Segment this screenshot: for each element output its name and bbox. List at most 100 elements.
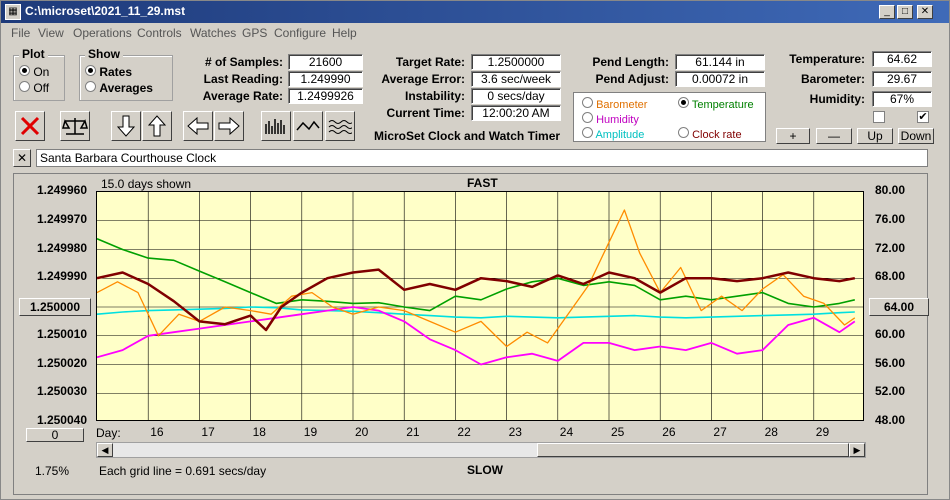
series-temperature-label: Temperature [691,99,754,111]
radio-indicator [678,97,689,108]
left-zero-button[interactable]: 0 [26,428,84,442]
minus-button[interactable]: — [816,128,852,144]
humidity-field: 67% [872,91,932,107]
up-button[interactable]: Up [857,128,893,144]
y-left-tick-label: 1.249960 [36,183,87,197]
stop-icon [20,116,40,136]
y-left-tick-label: 1.250010 [36,326,87,341]
chart-scrollbar[interactable]: ◀ ▶ [96,442,866,458]
clock-name-field[interactable]: Santa Barbara Courthouse Clock [36,149,928,167]
arrow-left-icon [187,117,209,135]
radio-indicator [678,127,689,138]
menu-view[interactable]: View [38,26,64,40]
samples-field: 21600 [288,54,363,70]
plot-on-radio[interactable]: On [19,65,49,79]
menu-configure[interactable]: Configure [274,26,327,40]
show-group-title: Show [85,47,123,61]
scroll-up-button[interactable] [142,111,172,141]
app-label: MicroSet Clock and Watch Timer [374,129,561,143]
series-clock-rate-radio[interactable]: Clock rate [678,127,742,141]
target-rate-field[interactable]: 1.2500000 [471,54,561,70]
y-left-tick-label: 1.250020 [36,355,87,370]
menu-help[interactable]: Help [332,26,357,40]
clear-name-button[interactable]: ✕ [13,149,31,167]
y-right-tick-label: 52.00 [875,384,906,399]
y-right-tick-label: 56.00 [875,355,906,370]
series-amplitude-radio[interactable]: Amplitude [582,127,644,141]
series-amplitude-label: Amplitude [595,129,645,141]
menu-watches[interactable]: Watches [190,26,237,40]
scroll-down-button[interactable] [111,111,141,141]
show-rates-radio[interactable]: Rates [85,65,132,79]
down-button[interactable]: Down [898,128,934,144]
balance-button[interactable] [60,111,90,141]
app-icon: ▦ [5,4,21,20]
arrow-down-icon [117,115,135,137]
x-tick-label: 16 [150,425,164,439]
scroll-left-arrow[interactable]: ◀ [97,443,113,457]
bar-view-button[interactable] [261,111,291,141]
close-button[interactable]: ✕ [917,5,933,19]
series-select-box: Barometer Temperature Humidity Amplitude… [573,92,766,142]
y-right-tick-label: 76.00 [875,211,906,226]
instability-field: 0 secs/day [471,88,561,104]
scroll-thumb[interactable] [537,443,849,457]
menu-controls[interactable]: Controls [137,26,182,40]
x-tick-label: 19 [303,425,318,439]
checkbox-2[interactable]: ✔ [917,111,929,123]
y-right-tick-label: 68.00 [875,269,906,284]
line-view-button[interactable] [293,111,323,141]
scroll-right-button[interactable] [214,111,244,141]
target-rate-label: Target Rate: [395,55,465,69]
series-barometer-radio[interactable]: Barometer [582,97,647,111]
day-label: Day: [96,426,121,440]
right-value-button[interactable]: 64.00 [869,298,929,316]
show-group [79,55,173,101]
grid-note: Each grid line = 0.691 secs/day [99,464,267,478]
y-right-tick-label: 48.00 [875,413,906,427]
menu-operations[interactable]: Operations [73,26,132,40]
pend-adjust-field: 0.00072 in [675,71,765,87]
checkbox-1[interactable] [873,111,885,123]
chart-plot-area[interactable] [96,191,864,421]
y-left-tick-label: 1.249990 [36,269,87,284]
menu-gps[interactable]: GPS [242,26,268,40]
scroll-right-arrow[interactable]: ▶ [849,443,865,457]
plot-on-label: On [33,65,50,79]
menu-file[interactable]: File [11,26,31,40]
last-reading-field: 1.249990 [288,71,363,87]
minimize-button[interactable]: _ [879,5,895,19]
radio-indicator [19,81,30,92]
average-rate-field: 1.2499926 [288,88,363,104]
plus-button[interactable]: + [776,128,810,144]
x-tick-label: 25 [611,425,625,439]
y-right-tick-label: 80.00 [875,183,906,197]
last-reading-label: Last Reading: [203,72,283,86]
temperature-label: Temperature: [789,52,865,66]
bar-chart-icon [265,119,285,134]
fast-label: FAST [467,176,498,190]
wave-icon [328,120,352,134]
slow-label: SLOW [467,463,503,477]
show-averages-radio[interactable]: Averages [85,81,153,95]
plot-off-radio[interactable]: Off [19,81,49,95]
instability-label: Instability: [404,89,465,103]
barometer-field: 29.67 [872,71,932,87]
y-right-tick-label: 72.00 [875,240,906,255]
x-tick-label: 21 [406,425,420,439]
wave-view-button[interactable] [325,111,355,141]
pend-length-label: Pend Length: [592,55,669,69]
x-tick-label: 23 [508,425,522,439]
maximize-button[interactable]: □ [897,5,913,19]
x-tick-label: 22 [457,425,471,439]
x-tick-label: 28 [764,425,778,439]
series-humidity-radio[interactable]: Humidity [582,112,639,126]
scroll-left-button[interactable] [183,111,213,141]
x-tick-label: 27 [713,425,727,439]
series-temperature-radio[interactable]: Temperature [678,97,754,111]
current-time-label: Current Time: [386,106,465,120]
zoom-label: 1.75% [35,464,70,478]
window-title: C:\microset\2021_11_29.mst [25,4,186,18]
left-value-button[interactable]: 1.250000 [19,298,91,316]
stop-button[interactable] [15,111,45,141]
